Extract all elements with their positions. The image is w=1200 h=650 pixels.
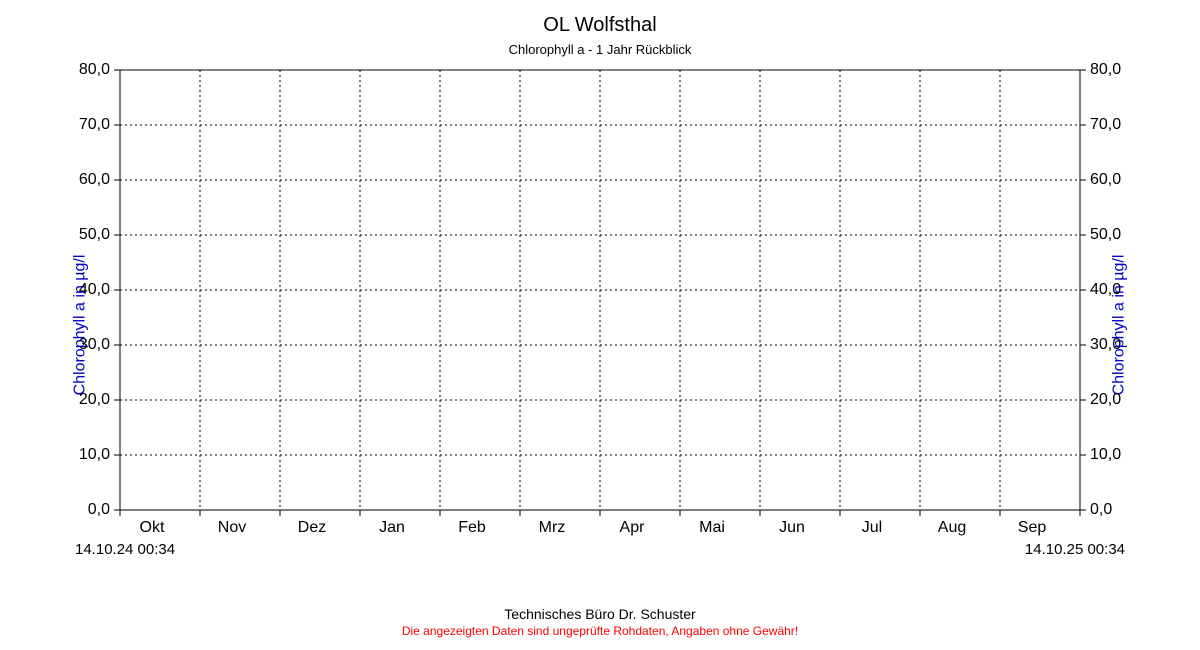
y-tick-label-left: 80,0 (79, 61, 110, 78)
y-tick-label-right: 70,0 (1090, 116, 1121, 133)
x-tick-label: Jun (779, 519, 805, 536)
x-tick-label: Sep (1018, 519, 1047, 536)
x-tick-label: Apr (620, 519, 646, 536)
x-tick-label: Aug (938, 519, 966, 536)
y-tick-label-right: 40,0 (1090, 281, 1121, 298)
x-tick-label: Nov (218, 519, 246, 536)
y-tick-label-right: 50,0 (1090, 226, 1121, 243)
y-tick-label-right: 10,0 (1090, 446, 1121, 463)
x-tick-label: Jul (862, 519, 882, 536)
x-range-start-label: 14.10.24 00:34 (75, 541, 175, 558)
x-tick-label: Mai (699, 519, 725, 536)
y-tick-label-left: 10,0 (79, 446, 110, 463)
y-tick-label-left: 70,0 (79, 116, 110, 133)
x-range-end-label: 14.10.25 00:34 (1025, 541, 1125, 558)
y-tick-label-right: 60,0 (1090, 171, 1121, 188)
x-tick-label: Dez (298, 519, 326, 536)
chart-svg: 0,0 0,0 10,0 10,0 20,0 20,0 30,0 30,0 40,0 40,0 50… (0, 0, 1200, 650)
y-tick-label-left: 40,0 (79, 281, 110, 298)
chart-container: OL Wolfsthal Chlorophyll a - 1 Jahr Rück… (0, 0, 1200, 650)
y-tick-label-left: 0,0 (88, 501, 110, 518)
x-tick-label: Okt (140, 519, 165, 536)
y-tick-label-left: 60,0 (79, 171, 110, 188)
y-tick-label-right: 30,0 (1090, 336, 1121, 353)
y-tick-label-right: 20,0 (1090, 391, 1121, 408)
footer-attribution: Technisches Büro Dr. Schuster (0, 606, 1200, 622)
y-tick-label-left: 30,0 (79, 336, 110, 353)
y-tick-label-left: 50,0 (79, 226, 110, 243)
y-tick-label-right: 80,0 (1090, 61, 1121, 78)
x-tick-label: Feb (458, 519, 486, 536)
footer-disclaimer: Die angezeigten Daten sind ungeprüfte Ro… (0, 624, 1200, 638)
y-tick-label-right: 0,0 (1090, 501, 1112, 518)
y-tick-label-left: 20,0 (79, 391, 110, 408)
x-tick-label: Mrz (539, 519, 566, 536)
x-tick-label: Jan (379, 519, 405, 536)
